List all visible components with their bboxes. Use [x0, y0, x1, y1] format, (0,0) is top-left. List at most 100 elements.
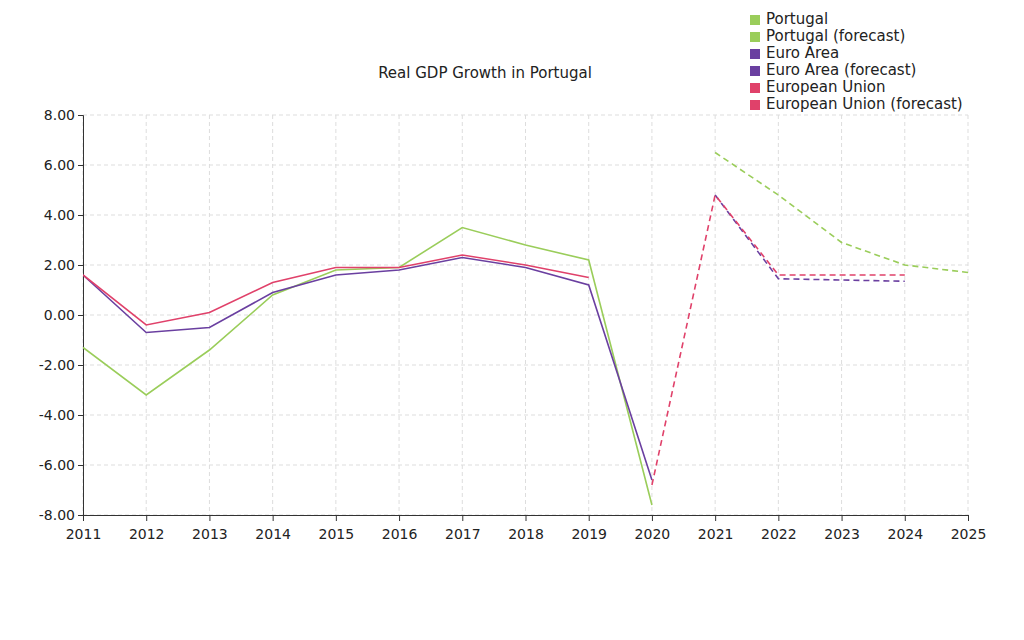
legend-item: Euro Area [750, 44, 839, 62]
legend-swatch [750, 83, 760, 93]
legend-swatch [750, 66, 760, 76]
x-tick-label: 2013 [192, 526, 228, 542]
grid-line-x [399, 115, 400, 515]
x-tick: 2019 [571, 515, 607, 542]
x-tick-label: 2017 [445, 526, 481, 542]
x-tick: 2014 [255, 515, 291, 542]
y-tick-mark [78, 215, 83, 216]
legend-item: European Union [750, 78, 886, 96]
y-tick: 2.00 [44, 257, 83, 273]
grid-line-y [83, 415, 968, 416]
x-tick: 2021 [698, 515, 734, 542]
grid-line-x [146, 115, 147, 515]
legend-swatch [750, 32, 760, 42]
x-tick: 2025 [951, 515, 987, 542]
x-axis-line [84, 516, 969, 522]
x-tick: 2020 [635, 515, 671, 542]
x-tick-label: 2022 [761, 526, 797, 542]
y-tick-mark [78, 115, 83, 116]
x-tick-label: 2020 [635, 526, 671, 542]
y-tick-label: -8.00 [39, 507, 75, 523]
x-tick-mark [462, 515, 463, 521]
x-tick: 2016 [382, 515, 418, 542]
y-tick-mark [78, 315, 83, 316]
x-tick-mark [905, 515, 906, 521]
x-tick: 2023 [824, 515, 860, 542]
plot-area: -8.00 -6.00 -4.00 -2.00 0.00 2.00 4.00 6.00 8.00… [39, 107, 987, 542]
y-axis: -8.00 -6.00 -4.00 -2.00 0.00 2.00 4.00 6.00 8.00 [39, 107, 84, 523]
x-tick-label: 2023 [824, 526, 860, 542]
grid-line-x [525, 115, 526, 515]
legend-swatch [750, 100, 760, 110]
x-tick-label: 2024 [887, 526, 923, 542]
legend: PortugalPortugal (forecast)Euro AreaEuro… [750, 10, 963, 113]
y-tick-mark [78, 465, 83, 466]
legend-label: Portugal (forecast) [766, 27, 905, 45]
legend-item: Portugal (forecast) [750, 27, 905, 45]
grid-line-x [715, 115, 716, 515]
legend-label: Euro Area [766, 44, 839, 62]
x-tick-label: 2025 [951, 526, 987, 542]
y-tick: 6.00 [44, 157, 83, 173]
x-tick-mark [526, 515, 527, 521]
grid-line-x [588, 115, 589, 515]
y-tick-label: -2.00 [39, 357, 75, 373]
y-tick: -4.00 [39, 407, 83, 423]
series-line [83, 255, 589, 325]
grid-line-x [841, 115, 842, 515]
y-tick: 4.00 [44, 207, 83, 223]
y-tick-mark [78, 165, 83, 166]
y-tick: -6.00 [39, 457, 83, 473]
grid-line-x [651, 115, 652, 515]
legend-item: Euro Area (forecast) [750, 61, 916, 79]
y-tick-label: 0.00 [44, 307, 75, 323]
grid-line-y [83, 365, 968, 366]
x-tick-mark [146, 515, 147, 521]
x-tick: 2013 [192, 515, 228, 542]
x-tick-mark [399, 515, 400, 521]
legend-swatch [750, 49, 760, 59]
y-tick-mark [78, 365, 83, 366]
x-tick: 2024 [887, 515, 923, 542]
grid [83, 115, 968, 515]
x-tick-mark [778, 515, 779, 521]
y-tick-label: 4.00 [44, 207, 75, 223]
x-tick-label: 2021 [698, 526, 734, 542]
x-tick-mark [336, 515, 337, 521]
x-tick-label: 2014 [255, 526, 291, 542]
legend-label: Portugal [766, 10, 828, 28]
x-tick-mark [842, 515, 843, 521]
x-tick-label: 2016 [382, 526, 418, 542]
y-tick-label: -6.00 [39, 457, 75, 473]
y-tick: 8.00 [44, 107, 83, 123]
x-tick-mark [83, 515, 84, 521]
grid-line-x [209, 115, 210, 515]
series-line [652, 195, 905, 485]
y-tick-label: -4.00 [39, 407, 75, 423]
series-line [715, 195, 905, 281]
x-tick-mark [715, 515, 716, 521]
grid-line-x [335, 115, 336, 515]
y-tick-mark [78, 265, 83, 266]
x-axis: 2011201220132014201520162017201820192020… [66, 515, 987, 542]
y-tick-label: 8.00 [44, 107, 75, 123]
y-tick-label: 6.00 [44, 157, 75, 173]
x-tick: 2015 [319, 515, 355, 542]
legend-item: European Union (forecast) [750, 95, 963, 113]
y-tick: 0.00 [44, 307, 83, 323]
series-lines [83, 153, 968, 506]
x-tick: 2012 [129, 515, 165, 542]
grid-line-x [272, 115, 273, 515]
y-tick: -2.00 [39, 357, 83, 373]
x-tick: 2022 [761, 515, 797, 542]
x-tick-label: 2012 [129, 526, 165, 542]
y-tick-mark [78, 415, 83, 416]
legend-swatch [750, 15, 760, 25]
grid-line-x [968, 115, 969, 515]
legend-item: Portugal [750, 10, 828, 28]
grid-line-x [462, 115, 463, 515]
x-tick-mark [273, 515, 274, 521]
legend-label: European Union [766, 78, 886, 96]
x-tick-mark [589, 515, 590, 521]
legend-label: European Union (forecast) [766, 95, 963, 113]
